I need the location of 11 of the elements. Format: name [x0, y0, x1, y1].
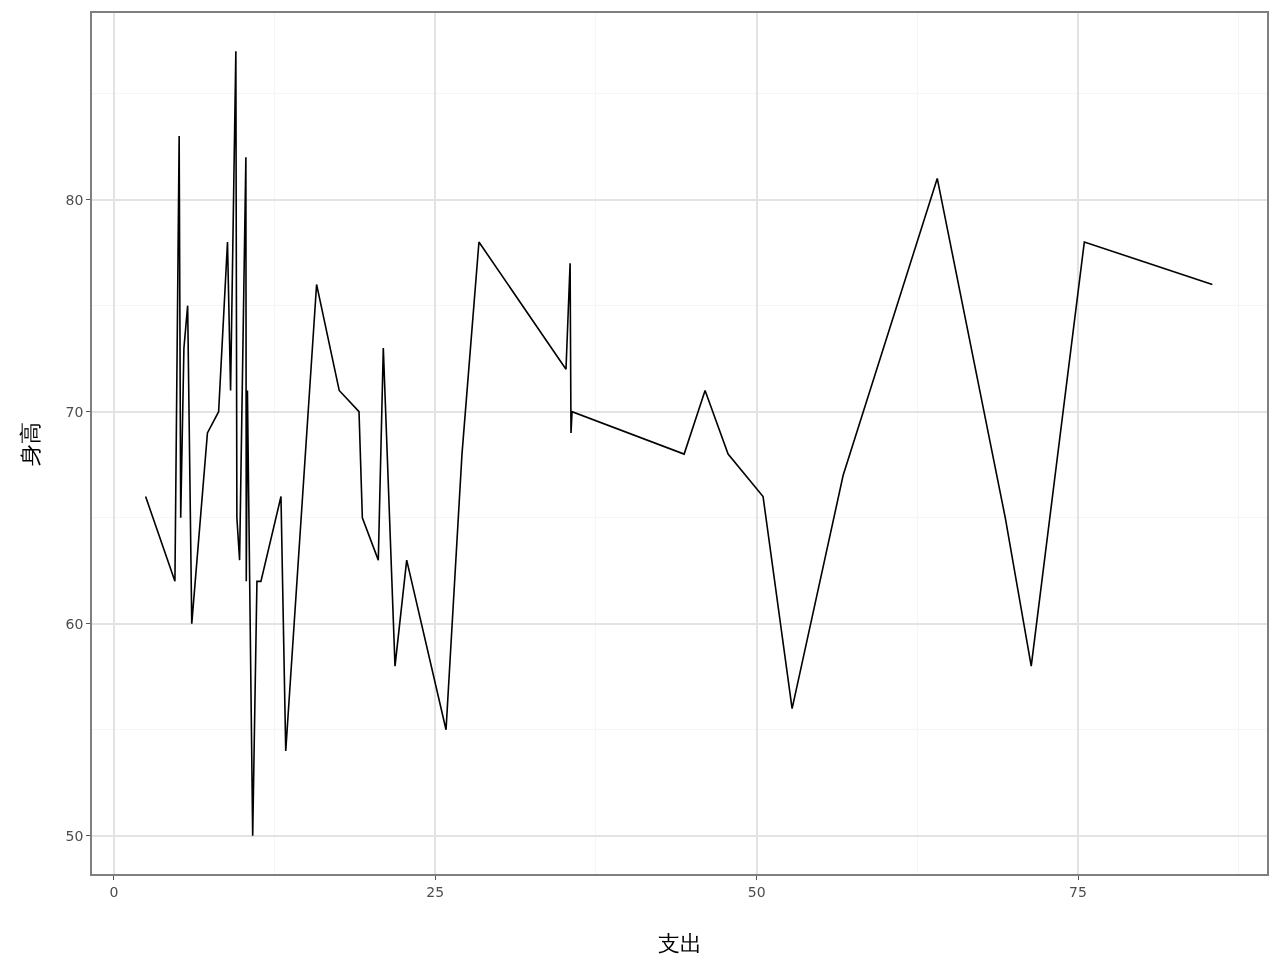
x-tick-label: 50: [747, 883, 766, 900]
line-series: [144, 50, 1214, 837]
y-axis-title: 身高: [17, 421, 43, 466]
y-tick-label: 50: [65, 827, 84, 844]
x-tick-label: 75: [1069, 883, 1087, 900]
x-tick-label: 25: [426, 883, 445, 900]
y-tick-label: 80: [65, 191, 84, 208]
y-tick-label: 60: [65, 615, 84, 632]
x-tick-label: 0: [109, 883, 119, 900]
y-tick-label: 70: [65, 403, 84, 420]
x-axis-title: 支出: [657, 930, 702, 956]
